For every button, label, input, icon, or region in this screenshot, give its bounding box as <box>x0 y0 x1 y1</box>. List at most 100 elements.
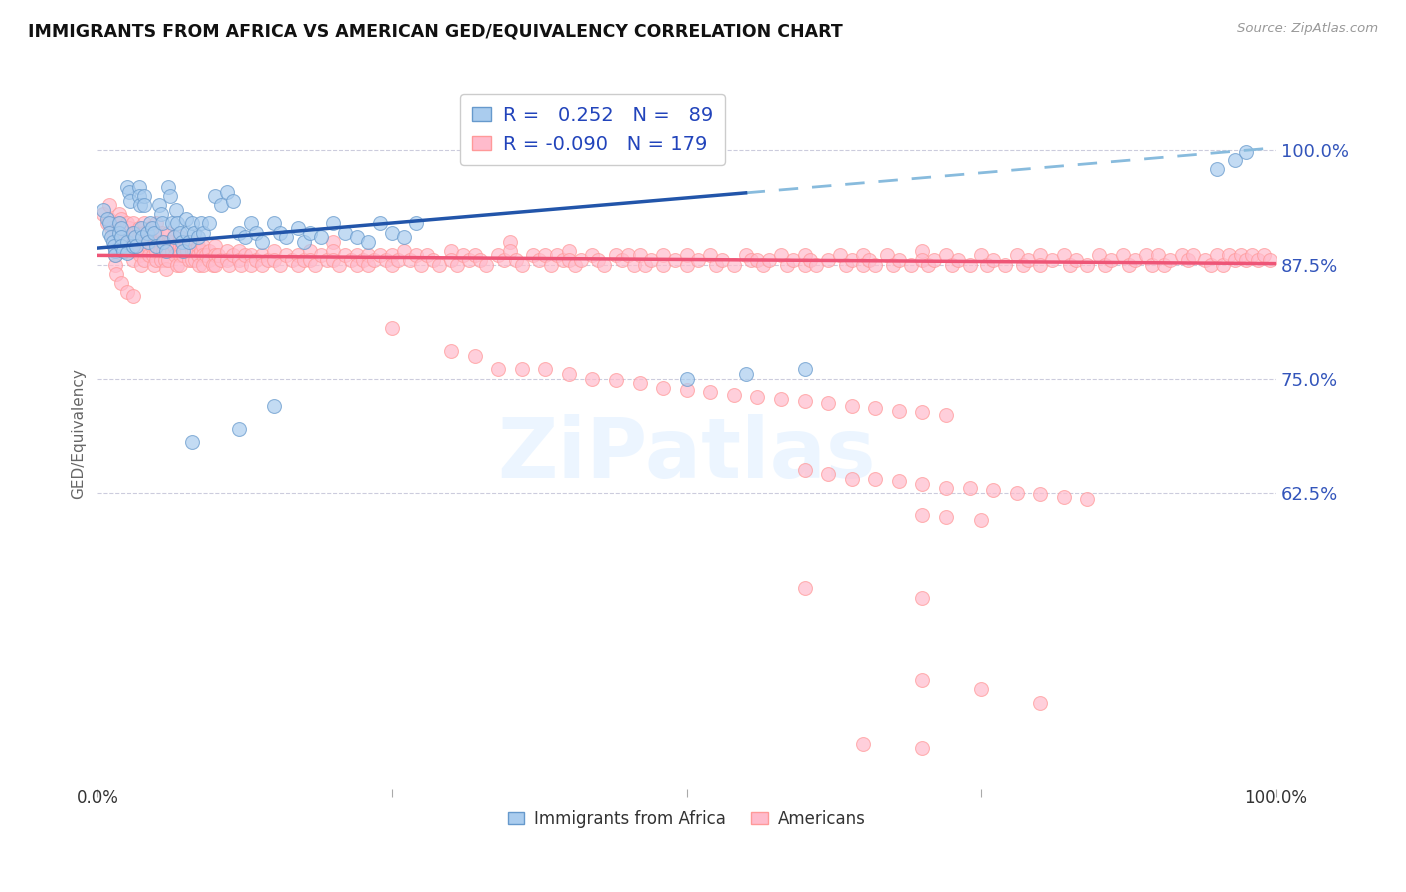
Point <box>142 226 165 240</box>
Point <box>652 248 675 262</box>
Point <box>311 248 333 262</box>
Point <box>564 258 586 272</box>
Point <box>699 248 721 262</box>
Point <box>1223 153 1246 167</box>
Point <box>1053 490 1076 504</box>
Point <box>1017 252 1039 267</box>
Point <box>769 248 792 262</box>
Point <box>1159 252 1181 267</box>
Point <box>134 226 156 240</box>
Point <box>103 239 125 253</box>
Point <box>148 235 170 249</box>
Point <box>91 207 114 221</box>
Point <box>263 217 285 231</box>
Point <box>110 221 132 235</box>
Point <box>281 252 304 267</box>
Point <box>98 198 121 212</box>
Point <box>887 474 910 488</box>
Point <box>115 235 138 249</box>
Point <box>104 258 127 272</box>
Point <box>169 239 191 253</box>
Point <box>105 267 128 281</box>
Point <box>180 252 202 267</box>
Point <box>115 217 138 231</box>
Point <box>1005 248 1028 262</box>
Point <box>153 252 176 267</box>
Point <box>427 258 450 272</box>
Point <box>922 252 945 267</box>
Point <box>194 248 217 262</box>
Point <box>551 252 574 267</box>
Point <box>841 399 863 413</box>
Point <box>269 258 291 272</box>
Point <box>328 258 350 272</box>
Point <box>107 226 129 240</box>
Point <box>935 510 957 524</box>
Point <box>793 394 815 409</box>
Point <box>125 235 148 249</box>
Point <box>793 362 815 376</box>
Point <box>172 244 194 258</box>
Text: Source: ZipAtlas.com: Source: ZipAtlas.com <box>1237 22 1378 36</box>
Point <box>169 226 191 240</box>
Point <box>368 217 391 231</box>
Point <box>121 239 143 253</box>
Point <box>1059 258 1081 272</box>
Point <box>628 376 651 391</box>
Point <box>959 258 981 272</box>
Point <box>110 276 132 290</box>
Point <box>110 221 132 235</box>
Point <box>1258 252 1281 267</box>
Point <box>357 258 380 272</box>
Point <box>416 248 439 262</box>
Point <box>981 483 1004 497</box>
Point <box>141 221 163 235</box>
Point <box>675 371 697 385</box>
Point <box>121 226 143 240</box>
Point <box>734 367 756 381</box>
Point <box>333 248 356 262</box>
Point <box>806 258 828 272</box>
Point <box>1088 248 1111 262</box>
Point <box>103 239 125 253</box>
Point <box>107 207 129 221</box>
Point <box>204 258 226 272</box>
Point <box>112 235 135 249</box>
Point <box>588 252 610 267</box>
Text: 0.0%: 0.0% <box>76 789 118 807</box>
Legend: Immigrants from Africa, Americans: Immigrants from Africa, Americans <box>501 803 872 834</box>
Point <box>346 248 368 262</box>
Point <box>239 217 262 231</box>
Point <box>1218 248 1240 262</box>
Point <box>1199 258 1222 272</box>
Point <box>1182 248 1205 262</box>
Point <box>1053 248 1076 262</box>
Point <box>142 248 165 262</box>
Point <box>128 239 150 253</box>
Point <box>186 230 208 244</box>
Point <box>723 258 745 272</box>
Point <box>1206 248 1229 262</box>
Point <box>1029 248 1052 262</box>
Point <box>664 252 686 267</box>
Point <box>747 390 769 404</box>
Point <box>546 248 568 262</box>
Point <box>145 226 167 240</box>
Point <box>166 258 188 272</box>
Point <box>392 230 415 244</box>
Point <box>141 239 163 253</box>
Point <box>505 252 527 267</box>
Point <box>298 244 321 258</box>
Point <box>121 217 143 231</box>
Point <box>1223 252 1246 267</box>
Point <box>1029 696 1052 710</box>
Point <box>128 180 150 194</box>
Point <box>817 252 839 267</box>
Point <box>959 481 981 495</box>
Point <box>1005 485 1028 500</box>
Point <box>110 211 132 226</box>
Point <box>274 230 297 244</box>
Point <box>298 226 321 240</box>
Point <box>228 252 250 267</box>
Point <box>222 248 245 262</box>
